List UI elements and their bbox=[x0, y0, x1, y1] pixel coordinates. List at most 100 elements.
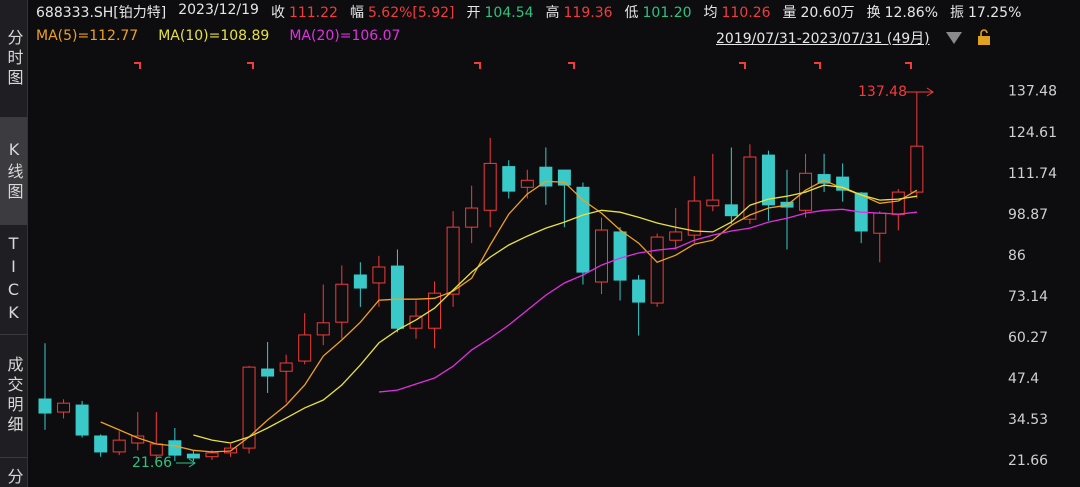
candle-body bbox=[94, 435, 108, 453]
candle-body bbox=[261, 368, 275, 377]
candle-body bbox=[38, 398, 52, 414]
candle-body bbox=[817, 174, 831, 184]
ma-line bbox=[193, 184, 918, 444]
y-tick-label: 98.87 bbox=[1008, 207, 1048, 223]
y-tick-label: 124.61 bbox=[1008, 125, 1057, 141]
field-label: 量 bbox=[782, 5, 797, 21]
candle-body bbox=[557, 169, 571, 186]
y-tick-label: 34.53 bbox=[1008, 412, 1048, 428]
field-label: 均 bbox=[703, 5, 718, 21]
candle-body bbox=[168, 440, 182, 456]
candle-body bbox=[112, 439, 126, 453]
y-tick-label: 47.4 bbox=[1008, 371, 1039, 387]
field-value: 20.60万 bbox=[800, 5, 855, 21]
candle-body bbox=[75, 404, 89, 436]
y-tick-label: 137.48 bbox=[1008, 84, 1057, 100]
candle-body bbox=[724, 204, 738, 217]
field-label: 开 bbox=[466, 5, 481, 21]
candle-body bbox=[613, 231, 627, 281]
field-value: 104.54 bbox=[484, 5, 534, 21]
y-tick-label: 60.27 bbox=[1008, 330, 1048, 346]
legend-entry: MA(20)=106.07 bbox=[289, 28, 401, 44]
field-label: 振 bbox=[950, 5, 964, 21]
quote-field: 开 104.54 bbox=[467, 2, 534, 22]
date-range[interactable]: 2019/07/31-2023/07/31 (49月) bbox=[716, 31, 930, 47]
field-value: 101.20 bbox=[642, 5, 692, 21]
candle-body bbox=[502, 166, 516, 192]
ma-line bbox=[378, 208, 917, 393]
candle-body bbox=[539, 166, 553, 187]
dropdown-arrow[interactable] bbox=[946, 32, 962, 44]
field-value: 119.36 bbox=[563, 5, 613, 21]
candle-body bbox=[316, 322, 330, 336]
field-value: 5.62%[5.92] bbox=[367, 5, 455, 21]
annotation-arrow bbox=[906, 87, 934, 97]
field-value: 12.86% bbox=[884, 5, 938, 21]
sidebar-tab[interactable]: 分时图 bbox=[0, 0, 27, 118]
candle-body bbox=[390, 265, 404, 329]
sidebar-tab[interactable]: K线图 bbox=[0, 118, 27, 225]
field-value: 17.25% bbox=[968, 5, 1022, 21]
y-tick-label: 21.66 bbox=[1008, 453, 1048, 469]
candle-body bbox=[761, 154, 775, 206]
ma-line bbox=[100, 179, 918, 453]
candle-body bbox=[465, 207, 479, 228]
candle-body bbox=[298, 334, 312, 362]
sidebar-tab[interactable]: 分 bbox=[0, 458, 27, 487]
field-label: 换 bbox=[866, 5, 881, 21]
candle-body bbox=[873, 212, 887, 234]
candle-body bbox=[910, 145, 924, 193]
candle-body bbox=[687, 200, 701, 236]
candle-body bbox=[242, 366, 256, 449]
sidebar: 分时图 K线图 TICK 成交明细分 bbox=[0, 0, 28, 487]
sidebar-tab[interactable]: 成交明细 bbox=[0, 335, 27, 458]
quote-header: 688333.SH[铂力特] 2023/12/19 收 111.22 幅 5.62%[… bbox=[36, 2, 1021, 22]
candle-body bbox=[650, 236, 664, 304]
candle-body bbox=[57, 402, 71, 413]
candle-body bbox=[520, 179, 534, 188]
field-value: 111.22 bbox=[288, 5, 338, 21]
candle-body bbox=[669, 231, 683, 241]
candle-body bbox=[372, 266, 386, 284]
legend-entry: MA(5)=112.77 bbox=[36, 28, 139, 44]
legend-entry: MA(10)=108.89 bbox=[158, 28, 270, 44]
period-markers bbox=[134, 62, 912, 69]
field-label: 幅 bbox=[349, 5, 364, 21]
candle-body bbox=[706, 199, 720, 207]
quote-field: 振 17.25% bbox=[950, 2, 1021, 22]
candle-body bbox=[149, 443, 163, 456]
y-tick-label: 73.14 bbox=[1008, 289, 1048, 305]
candle-body bbox=[446, 226, 460, 295]
candle-body bbox=[891, 191, 905, 215]
candle-body bbox=[279, 362, 293, 372]
candle-body bbox=[186, 453, 200, 459]
quote-date: 2023/12/19 bbox=[178, 2, 259, 18]
field-label: 收 bbox=[270, 5, 285, 21]
annotation-arrow bbox=[176, 458, 196, 468]
candle-body bbox=[483, 162, 497, 211]
annotation: 21.66 bbox=[132, 455, 172, 471]
quote-field: 低 101.20 bbox=[625, 2, 692, 22]
quote-field: 收 111.22 bbox=[271, 2, 338, 22]
sidebar-tab[interactable]: TICK bbox=[0, 225, 27, 335]
candle-body bbox=[353, 274, 367, 289]
field-label: 低 bbox=[624, 5, 639, 21]
y-tick-label: 86 bbox=[1008, 248, 1026, 264]
y-tick-label: 111.74 bbox=[1008, 166, 1057, 182]
quote-field: 幅 5.62%[5.92] bbox=[350, 2, 455, 22]
field-label: 高 bbox=[545, 5, 560, 21]
candle-body bbox=[335, 283, 349, 323]
candle-body bbox=[632, 279, 646, 303]
candle-body bbox=[595, 229, 608, 283]
candle-body bbox=[428, 292, 442, 329]
candle-body bbox=[576, 186, 590, 273]
candle-body bbox=[205, 452, 219, 458]
quote-field: 量 20.60万 bbox=[783, 2, 855, 22]
lock-icon[interactable] bbox=[978, 29, 990, 45]
quote-field: 换 12.86% bbox=[867, 2, 938, 22]
candle-body bbox=[409, 315, 423, 329]
quote-field: 高 119.36 bbox=[546, 2, 613, 22]
quote-field: 均 110.26 bbox=[704, 2, 771, 22]
